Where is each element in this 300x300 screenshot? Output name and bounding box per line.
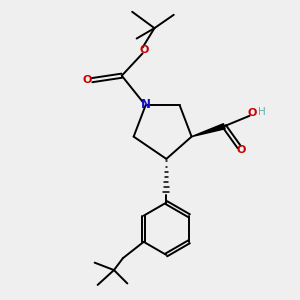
Polygon shape: [192, 124, 225, 136]
Text: O: O: [247, 108, 256, 118]
Text: O: O: [82, 75, 92, 85]
Text: H: H: [258, 107, 266, 117]
Text: O: O: [140, 45, 149, 55]
Text: O: O: [237, 145, 246, 155]
Text: N: N: [140, 98, 151, 111]
